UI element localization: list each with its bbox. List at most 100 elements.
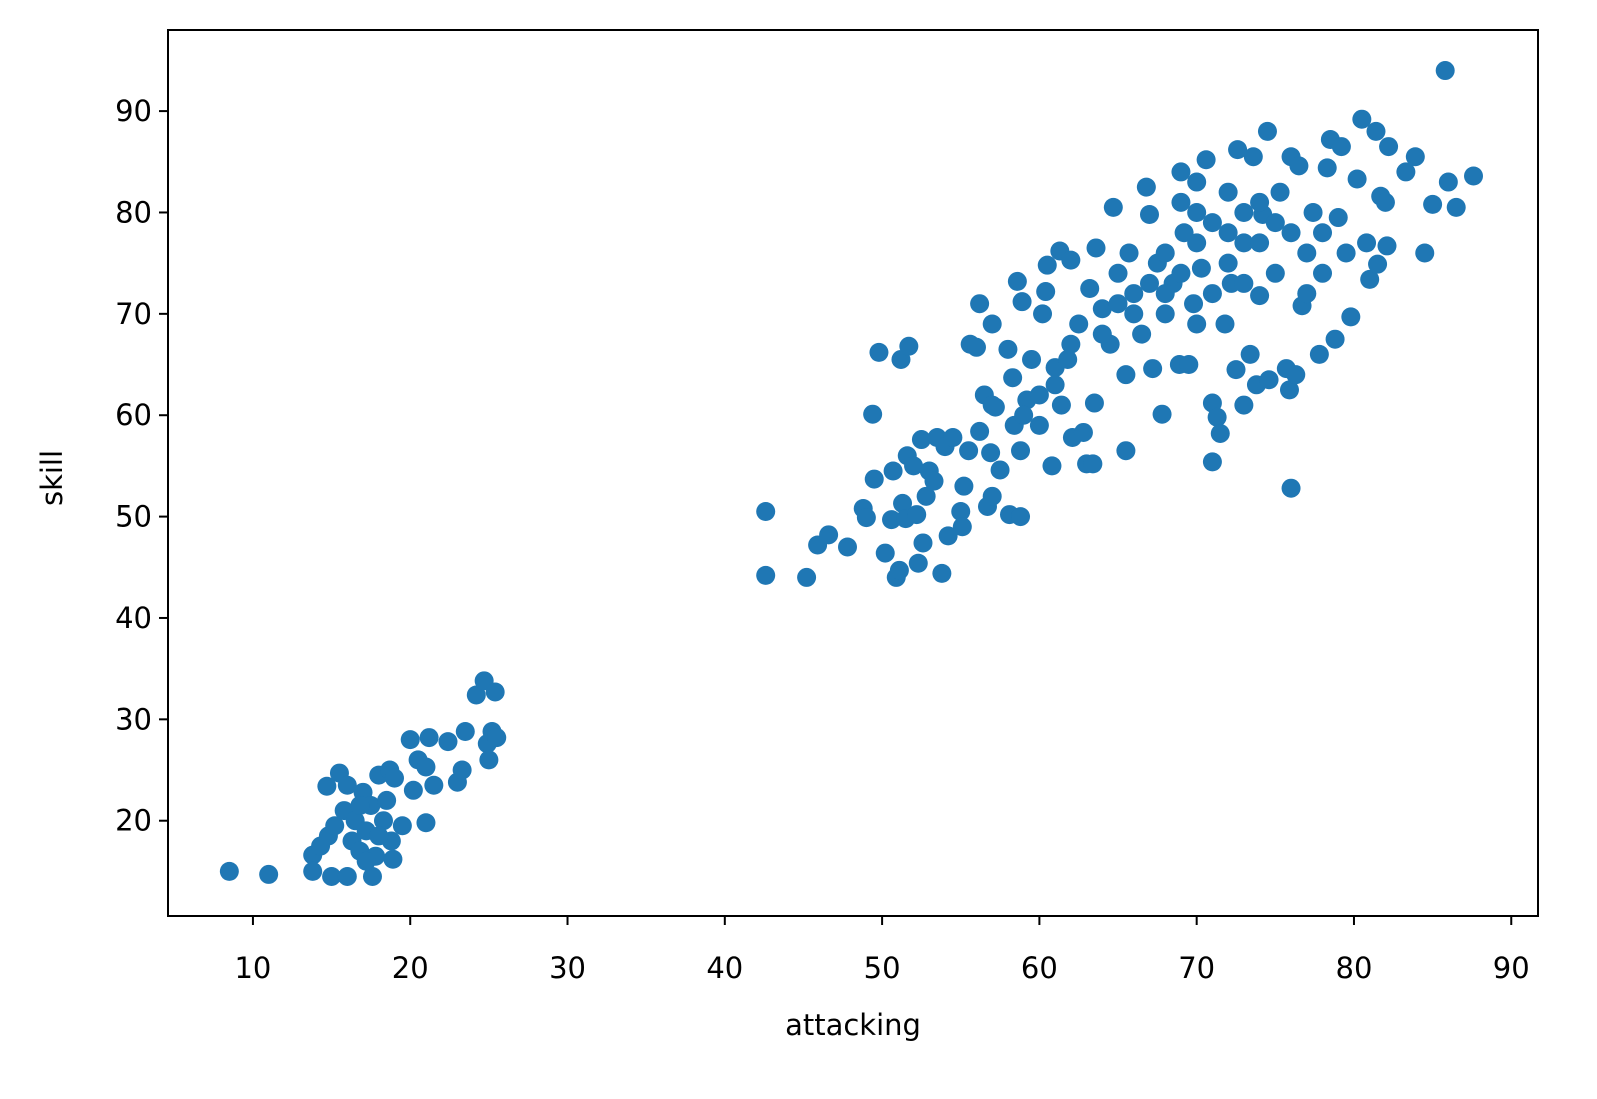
point <box>1360 269 1380 289</box>
point <box>908 553 928 573</box>
point <box>1042 456 1062 476</box>
point <box>1297 284 1317 304</box>
y-tick-label: 90 <box>115 94 152 128</box>
point <box>1281 223 1301 243</box>
point <box>1029 385 1049 405</box>
point <box>904 456 924 476</box>
point <box>369 826 389 846</box>
point <box>1080 279 1100 299</box>
point <box>1139 204 1159 224</box>
x-tick-label: 70 <box>1178 951 1215 985</box>
point <box>990 460 1010 480</box>
point <box>856 508 876 528</box>
point <box>1377 236 1397 256</box>
point <box>970 294 990 314</box>
point <box>907 505 927 525</box>
point <box>1086 238 1106 258</box>
point <box>1029 415 1049 435</box>
x-tick-label: 30 <box>549 951 586 985</box>
point <box>1202 213 1222 233</box>
point <box>1058 349 1078 369</box>
point <box>1136 177 1156 197</box>
point <box>1405 147 1425 167</box>
point <box>325 816 345 836</box>
point <box>1011 507 1031 527</box>
point <box>424 775 444 795</box>
point <box>1435 61 1455 81</box>
point <box>1119 243 1139 263</box>
point <box>1279 380 1299 400</box>
point <box>1250 192 1270 212</box>
point <box>954 476 974 496</box>
point <box>1124 304 1144 324</box>
point <box>1379 137 1399 157</box>
point <box>1174 223 1194 243</box>
point <box>1234 202 1254 222</box>
point <box>1155 304 1175 324</box>
point <box>1171 162 1191 182</box>
point <box>1187 172 1207 192</box>
point <box>322 866 342 886</box>
point <box>1250 286 1270 306</box>
point <box>479 750 499 770</box>
point <box>1250 233 1270 253</box>
point <box>913 533 933 553</box>
y-tick-label: 40 <box>115 601 152 635</box>
point <box>1234 395 1254 415</box>
point <box>356 851 376 871</box>
point <box>1257 121 1277 141</box>
point <box>1336 243 1356 263</box>
point <box>487 728 507 748</box>
point <box>924 471 944 491</box>
point <box>943 428 963 448</box>
point <box>959 441 979 461</box>
point <box>1022 349 1042 369</box>
x-axis-label: attacking <box>785 1008 921 1042</box>
point <box>1313 223 1333 243</box>
point <box>863 404 883 424</box>
point <box>1116 441 1136 461</box>
point <box>1007 271 1027 291</box>
point <box>303 861 323 881</box>
point <box>1124 284 1144 304</box>
point <box>1446 197 1466 217</box>
point <box>1011 441 1031 461</box>
point <box>1210 423 1230 443</box>
point <box>419 728 439 748</box>
point <box>1036 282 1056 302</box>
point <box>998 339 1018 359</box>
point <box>373 811 393 831</box>
point <box>1116 365 1136 385</box>
y-tick-label: 30 <box>115 702 152 736</box>
point <box>1317 158 1337 178</box>
point <box>1073 422 1093 442</box>
point <box>466 685 486 705</box>
point <box>1243 147 1263 167</box>
point <box>416 757 436 777</box>
x-tick-label: 40 <box>706 951 743 985</box>
point <box>403 780 423 800</box>
point <box>1289 156 1309 176</box>
point <box>1240 344 1260 364</box>
y-axis-label: skill <box>35 450 69 506</box>
point <box>1202 284 1222 304</box>
x-tick-label: 80 <box>1336 951 1373 985</box>
point <box>1265 213 1285 233</box>
point <box>1132 324 1152 344</box>
point <box>383 849 403 869</box>
point <box>869 342 889 362</box>
point <box>1281 478 1301 498</box>
point <box>1313 263 1333 283</box>
point <box>1368 254 1388 274</box>
point <box>1352 109 1372 129</box>
point <box>1143 359 1163 379</box>
point <box>981 443 1001 463</box>
point <box>1171 192 1191 212</box>
point <box>756 502 776 522</box>
x-tick-label: 50 <box>864 951 901 985</box>
point <box>337 775 357 795</box>
point <box>1045 375 1065 395</box>
x-tick-label: 20 <box>392 951 429 985</box>
point <box>337 866 357 886</box>
point <box>485 682 505 702</box>
